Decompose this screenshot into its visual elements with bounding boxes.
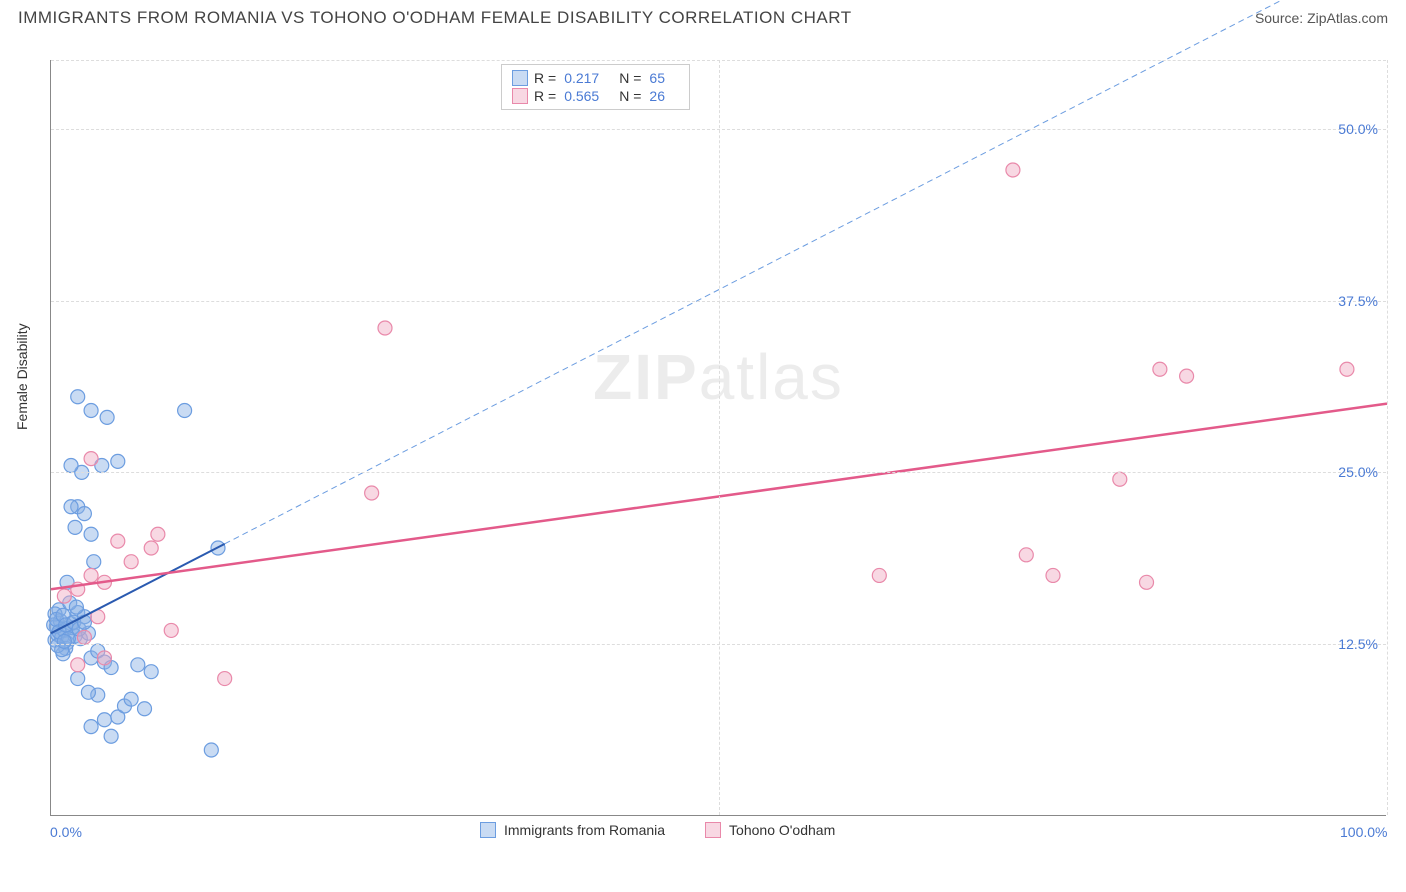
legend-swatch (480, 822, 496, 838)
scatter-point (87, 555, 101, 569)
scatter-point (84, 452, 98, 466)
scatter-point (64, 500, 78, 514)
legend-n-value: 26 (649, 88, 665, 104)
scatter-point (84, 404, 98, 418)
scatter-point (218, 672, 232, 686)
scatter-point (1019, 548, 1033, 562)
legend-n-label: N = (619, 88, 641, 104)
scatter-point (71, 390, 85, 404)
legend-label: Tohono O'odham (729, 822, 835, 838)
source-value: ZipAtlas.com (1307, 10, 1388, 26)
scatter-point (111, 534, 125, 548)
scatter-point (111, 454, 125, 468)
scatter-point (68, 520, 82, 534)
y-tick-label: 12.5% (1338, 636, 1378, 652)
correlation-legend: R = 0.217 N = 65 R = 0.565 N = 26 (501, 64, 690, 110)
legend-r-value: 0.217 (564, 70, 599, 86)
legend-r-label: R = (534, 88, 556, 104)
scatter-point (1180, 369, 1194, 383)
scatter-point (1113, 472, 1127, 486)
legend-n-value: 65 (649, 70, 665, 86)
y-tick-label: 50.0% (1338, 121, 1378, 137)
scatter-point (57, 589, 71, 603)
y-axis-label: Female Disability (14, 323, 30, 430)
legend-row: R = 0.217 N = 65 (512, 69, 679, 87)
chart-header: IMMIGRANTS FROM ROMANIA VS TOHONO O'ODHA… (0, 0, 1406, 32)
plot-area: R =0.217N =65R =0.565N =26 ZIPatlas 12.5… (50, 60, 1386, 816)
scatter-point (1153, 362, 1167, 376)
y-tick-label: 37.5% (1338, 293, 1378, 309)
scatter-point (71, 658, 85, 672)
y-tick-label: 25.0% (1338, 464, 1378, 480)
legend-item: Immigrants from Romania (480, 822, 665, 838)
gridline-vertical (719, 60, 720, 815)
scatter-point (124, 555, 138, 569)
scatter-point (71, 672, 85, 686)
scatter-point (204, 743, 218, 757)
legend-label: Immigrants from Romania (504, 822, 665, 838)
legend-n-label: N = (619, 70, 641, 86)
scatter-point (77, 507, 91, 521)
legend-row: R = 0.565 N = 26 (512, 87, 679, 105)
scatter-point (1046, 568, 1060, 582)
scatter-point (84, 568, 98, 582)
scatter-point (104, 729, 118, 743)
scatter-point (77, 615, 91, 629)
scatter-point (164, 623, 178, 637)
source-label: Source: (1255, 10, 1303, 26)
legend-r-value: 0.565 (564, 88, 599, 104)
scatter-point (872, 568, 886, 582)
scatter-point (138, 702, 152, 716)
scatter-point (178, 404, 192, 418)
scatter-point (97, 651, 111, 665)
legend-swatch (512, 88, 528, 104)
x-tick-min: 0.0% (50, 824, 82, 840)
scatter-point (144, 541, 158, 555)
x-tick-max: 100.0% (1340, 824, 1387, 840)
scatter-point (151, 527, 165, 541)
scatter-point (144, 665, 158, 679)
scatter-point (69, 600, 83, 614)
scatter-point (84, 720, 98, 734)
scatter-point (1140, 575, 1154, 589)
scatter-point (131, 658, 145, 672)
trend-line-extrapolated (225, 0, 1387, 544)
scatter-point (1340, 362, 1354, 376)
scatter-point (100, 410, 114, 424)
legend-item: Tohono O'odham (705, 822, 835, 838)
scatter-point (84, 527, 98, 541)
scatter-point (97, 713, 111, 727)
scatter-point (124, 692, 138, 706)
scatter-point (81, 685, 95, 699)
chart-title: IMMIGRANTS FROM ROMANIA VS TOHONO O'ODHA… (18, 8, 852, 28)
chart-source: Source: ZipAtlas.com (1255, 10, 1388, 26)
legend-swatch (512, 70, 528, 86)
scatter-point (57, 634, 71, 648)
series-legend: Immigrants from Romania Tohono O'odham (480, 822, 835, 838)
scatter-point (365, 486, 379, 500)
scatter-point (64, 458, 78, 472)
legend-r-label: R = (534, 70, 556, 86)
scatter-point (1006, 163, 1020, 177)
legend-swatch (705, 822, 721, 838)
gridline-vertical (1387, 60, 1388, 815)
scatter-point (77, 630, 91, 644)
scatter-point (378, 321, 392, 335)
